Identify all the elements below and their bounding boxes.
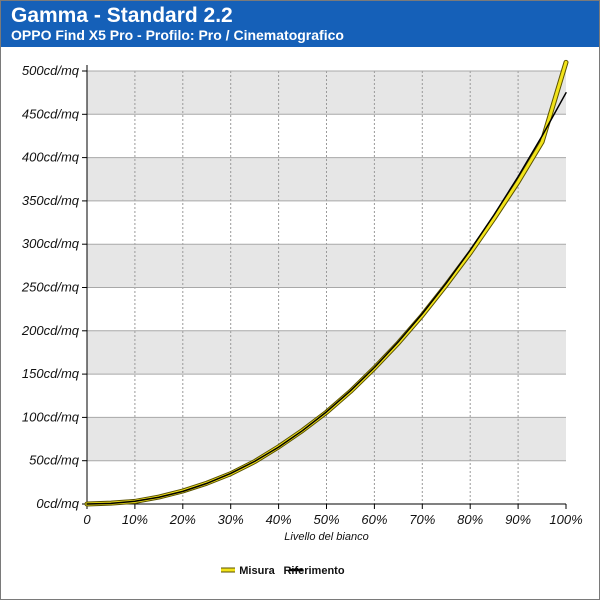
y-tick-label: 450cd/mq <box>22 106 80 121</box>
x-tick-label: 0 <box>83 512 91 527</box>
chart-title: Gamma - Standard 2.2 <box>11 4 233 27</box>
y-tick-label: 200cd/mq <box>21 323 80 338</box>
x-tick-label: 20% <box>169 512 196 527</box>
x-tick-label: 40% <box>266 512 292 527</box>
x-tick-label: 90% <box>505 512 531 527</box>
y-tick-label: 300cd/mq <box>22 236 80 251</box>
y-tick-label: 150cd/mq <box>22 366 80 381</box>
plot-band <box>87 244 566 288</box>
x-tick-label: 30% <box>218 512 244 527</box>
y-tick-label: 350cd/mq <box>22 193 80 208</box>
x-axis-title: Livello del bianco <box>284 531 368 543</box>
y-tick-label: 500cd/mq <box>22 63 80 78</box>
x-tick-label: 60% <box>361 512 387 527</box>
legend-misura-label: Misura <box>239 565 275 577</box>
x-tick-label: 50% <box>313 512 339 527</box>
y-tick-label: 100cd/mq <box>22 409 80 424</box>
series-line-riferimento <box>86 92 567 505</box>
chart-subtitle: OPPO Find X5 Pro - Profilo: Pro / Cinema… <box>11 27 344 43</box>
y-tick-label: 400cd/mq <box>22 150 80 165</box>
y-tick-label: 0cd/mq <box>36 496 79 511</box>
x-tick-label: 70% <box>409 512 435 527</box>
x-tick-label: 10% <box>122 512 148 527</box>
legend-riferimento-label: Riferimento <box>283 565 344 577</box>
x-tick-label: 80% <box>457 512 483 527</box>
chart-header: Gamma - Standard 2.2 OPPO Find X5 Pro - … <box>1 1 599 47</box>
y-tick-label: 50cd/mq <box>29 453 80 468</box>
y-tick-label: 250cd/mq <box>21 280 80 295</box>
x-tick-label: 100% <box>549 512 582 527</box>
